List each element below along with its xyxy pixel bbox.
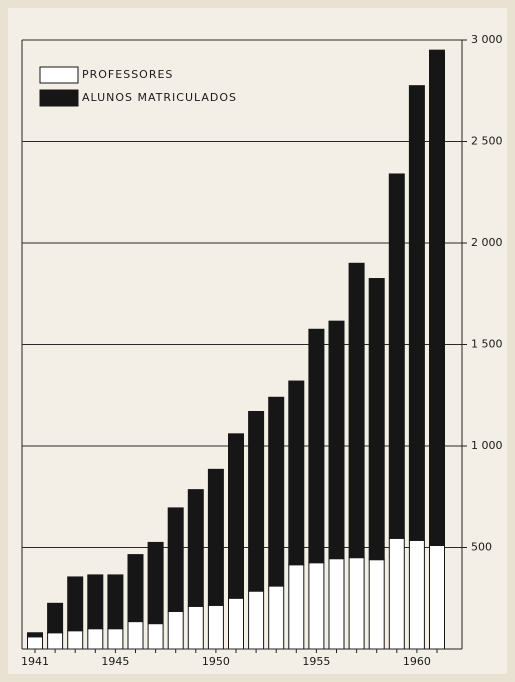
bar-segment <box>328 320 345 560</box>
bar-segment <box>228 433 244 599</box>
bar-segment <box>67 630 84 650</box>
bar-segment <box>127 554 144 623</box>
y-tick-label: 2 500 <box>471 135 503 148</box>
bar-segment <box>147 623 164 650</box>
bar-segment <box>187 489 204 607</box>
bar-segment <box>67 576 84 632</box>
bar-segment <box>308 562 325 650</box>
bar-segment <box>408 85 425 541</box>
bar-segment <box>127 621 144 650</box>
bar-segment <box>27 636 43 650</box>
bar-segment <box>268 396 285 587</box>
legend-swatch <box>39 89 79 107</box>
bar-segment <box>147 541 164 625</box>
bar-segment <box>388 173 405 539</box>
bar-segment <box>27 632 43 638</box>
bar-segment <box>408 539 425 650</box>
bar-segment <box>388 537 405 650</box>
bar-segment <box>167 610 184 650</box>
bar-segment <box>348 557 365 650</box>
bar-segment <box>47 632 64 650</box>
bar-segment <box>228 597 244 650</box>
x-tick-label: 1960 <box>403 655 431 668</box>
y-tick-label: 500 <box>471 541 492 554</box>
bar-segment <box>47 602 64 634</box>
bar-segment <box>87 628 104 650</box>
x-tick-label: 1945 <box>101 655 129 668</box>
bar-segment <box>248 410 265 592</box>
y-tick-label: 1 500 <box>471 338 503 351</box>
bar-segment <box>328 558 345 650</box>
x-tick-label: 1950 <box>202 655 230 668</box>
bar-segment <box>308 328 325 564</box>
x-tick-label: 1941 <box>21 655 49 668</box>
legend-label: ALUNOS MATRICULADOS <box>82 91 237 104</box>
bar-segment <box>288 380 305 566</box>
bar-segment <box>207 468 224 606</box>
bar-segment <box>107 574 124 630</box>
bar-segment <box>368 278 385 561</box>
bar-segment <box>429 544 445 650</box>
bar-segment <box>107 628 124 650</box>
y-tick-label: 2 000 <box>471 236 503 249</box>
legend-swatch <box>39 66 79 84</box>
bar-segment <box>368 559 385 650</box>
bar-segment <box>429 49 445 546</box>
bar-segment <box>87 574 104 630</box>
bar-segment <box>187 605 204 650</box>
bar-segment <box>268 585 285 650</box>
bar-segment <box>288 564 305 650</box>
legend-label: PROFESSORES <box>82 68 173 81</box>
x-tick-label: 1955 <box>302 655 330 668</box>
bar-segment <box>248 590 265 650</box>
bar-segment <box>207 604 224 650</box>
y-tick-label: 1 000 <box>471 439 503 452</box>
bar-segment <box>167 507 184 612</box>
bar-segment <box>348 262 365 559</box>
y-tick-label: 3 000 <box>471 33 503 46</box>
